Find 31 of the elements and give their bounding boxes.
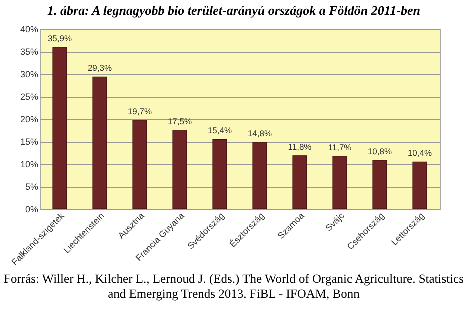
y-tick-label: 30% [20, 70, 38, 80]
data-label: 10,8% [368, 146, 392, 156]
data-label: 14,8% [248, 128, 272, 138]
y-tick-label: 20% [20, 114, 38, 124]
bar [292, 156, 308, 210]
bar [332, 156, 348, 210]
y-tick-label: 15% [20, 137, 38, 147]
bar [52, 47, 68, 210]
data-label: 19,7% [128, 106, 152, 116]
y-tick-label: 0% [25, 204, 38, 214]
bar [372, 160, 388, 210]
data-label: 17,5% [168, 116, 192, 126]
data-label: 15,4% [208, 126, 232, 136]
data-label: 29,3% [88, 63, 112, 74]
y-tick-label: 35% [20, 47, 38, 57]
data-label: 11,8% [288, 142, 312, 152]
bar [132, 120, 148, 210]
bar [172, 130, 188, 210]
bar [212, 139, 228, 210]
y-tick-label: 5% [25, 182, 38, 192]
y-tick-label: 40% [20, 24, 38, 34]
bar [252, 142, 268, 210]
y-tick-label: 25% [20, 92, 38, 102]
chart-title: 1. ábra: A legnagyobb bio terület-arányú országok a Földön 2011-ben [46, 2, 422, 20]
data-label: 11,7% [328, 142, 352, 152]
y-tick-label: 10% [20, 160, 38, 170]
data-label: 35,9% [48, 33, 72, 44]
text: Forrás: Willer H., Kilcher L., Lernoud J. (Eds.) The World of Organic Agriculture. Statistics and Emerging Trends 2013. FiBL - IFOAM, Bonn [3, 272, 465, 302]
bar [92, 76, 108, 210]
bar [412, 162, 428, 210]
data-label: 10,4% [408, 148, 432, 158]
